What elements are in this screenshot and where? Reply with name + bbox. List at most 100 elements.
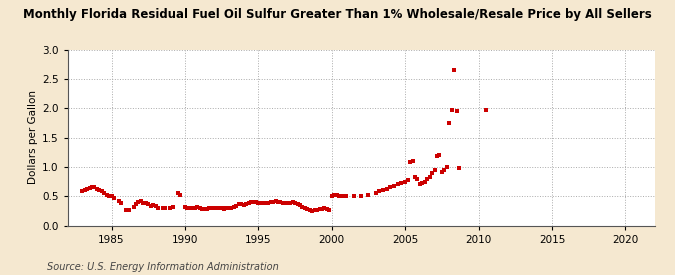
- Point: [356, 194, 367, 198]
- Point: [190, 206, 200, 210]
- Point: [443, 121, 454, 125]
- Point: [378, 188, 389, 192]
- Point: [329, 193, 340, 197]
- Point: [287, 200, 298, 204]
- Point: [374, 189, 385, 194]
- Point: [396, 180, 407, 185]
- Point: [157, 206, 168, 210]
- Point: [422, 176, 433, 181]
- Point: [290, 201, 300, 205]
- Point: [94, 188, 105, 192]
- Point: [226, 206, 237, 210]
- Point: [371, 191, 381, 196]
- Point: [429, 167, 440, 172]
- Point: [294, 203, 305, 207]
- Point: [223, 206, 234, 210]
- Point: [392, 182, 403, 187]
- Point: [348, 194, 359, 198]
- Point: [182, 206, 193, 210]
- Point: [77, 189, 88, 194]
- Point: [258, 201, 269, 205]
- Point: [412, 176, 423, 181]
- Point: [261, 201, 271, 205]
- Point: [79, 188, 90, 192]
- Point: [116, 201, 127, 205]
- Point: [425, 175, 435, 180]
- Point: [172, 191, 183, 196]
- Point: [145, 203, 156, 208]
- Point: [454, 166, 464, 170]
- Point: [250, 200, 261, 204]
- Point: [236, 202, 246, 207]
- Point: [109, 196, 119, 200]
- Point: [481, 108, 491, 112]
- Point: [417, 181, 428, 185]
- Point: [187, 206, 198, 210]
- Point: [427, 170, 437, 175]
- Point: [407, 159, 418, 163]
- Point: [333, 194, 344, 198]
- Point: [101, 193, 112, 197]
- Point: [202, 207, 213, 211]
- Point: [341, 194, 352, 198]
- Point: [194, 206, 205, 210]
- Point: [263, 201, 273, 205]
- Point: [99, 191, 109, 196]
- Point: [431, 154, 442, 158]
- Text: Source: U.S. Energy Information Administration: Source: U.S. Energy Information Administ…: [47, 262, 279, 272]
- Point: [312, 207, 323, 212]
- Point: [113, 199, 124, 203]
- Point: [319, 206, 330, 210]
- Point: [104, 194, 115, 198]
- Point: [209, 206, 219, 210]
- Point: [451, 109, 462, 113]
- Point: [404, 160, 415, 164]
- Point: [238, 203, 249, 207]
- Point: [267, 200, 278, 204]
- Point: [402, 178, 413, 182]
- Point: [82, 187, 92, 191]
- Point: [304, 208, 315, 213]
- Point: [434, 153, 445, 157]
- Point: [297, 205, 308, 209]
- Point: [441, 165, 452, 169]
- Point: [419, 179, 430, 184]
- Point: [414, 182, 425, 187]
- Point: [199, 207, 210, 211]
- Point: [133, 200, 144, 204]
- Point: [204, 206, 215, 210]
- Point: [270, 199, 281, 203]
- Point: [265, 200, 276, 204]
- Point: [277, 201, 288, 205]
- Point: [131, 202, 142, 207]
- Point: [326, 194, 337, 198]
- Point: [150, 204, 161, 208]
- Point: [167, 205, 178, 209]
- Point: [241, 202, 252, 207]
- Point: [363, 193, 374, 197]
- Text: Monthly Florida Residual Fuel Oil Sulfur Greater Than 1% Wholesale/Resale Price : Monthly Florida Residual Fuel Oil Sulfur…: [23, 8, 652, 21]
- Point: [446, 108, 457, 112]
- Point: [231, 203, 242, 208]
- Point: [248, 200, 259, 204]
- Point: [437, 169, 448, 174]
- Point: [196, 207, 207, 211]
- Point: [410, 175, 421, 180]
- Point: [324, 207, 335, 212]
- Point: [148, 203, 159, 207]
- Point: [336, 194, 347, 198]
- Point: [211, 206, 222, 210]
- Point: [280, 201, 291, 205]
- Point: [253, 201, 264, 205]
- Point: [400, 179, 410, 184]
- Point: [381, 187, 392, 191]
- Point: [184, 206, 195, 210]
- Point: [91, 186, 102, 191]
- Point: [153, 206, 163, 210]
- Point: [314, 207, 325, 211]
- Point: [124, 207, 134, 212]
- Point: [275, 200, 286, 204]
- Y-axis label: Dollars per Gallon: Dollars per Gallon: [28, 90, 38, 185]
- Point: [255, 201, 266, 205]
- Point: [449, 68, 460, 72]
